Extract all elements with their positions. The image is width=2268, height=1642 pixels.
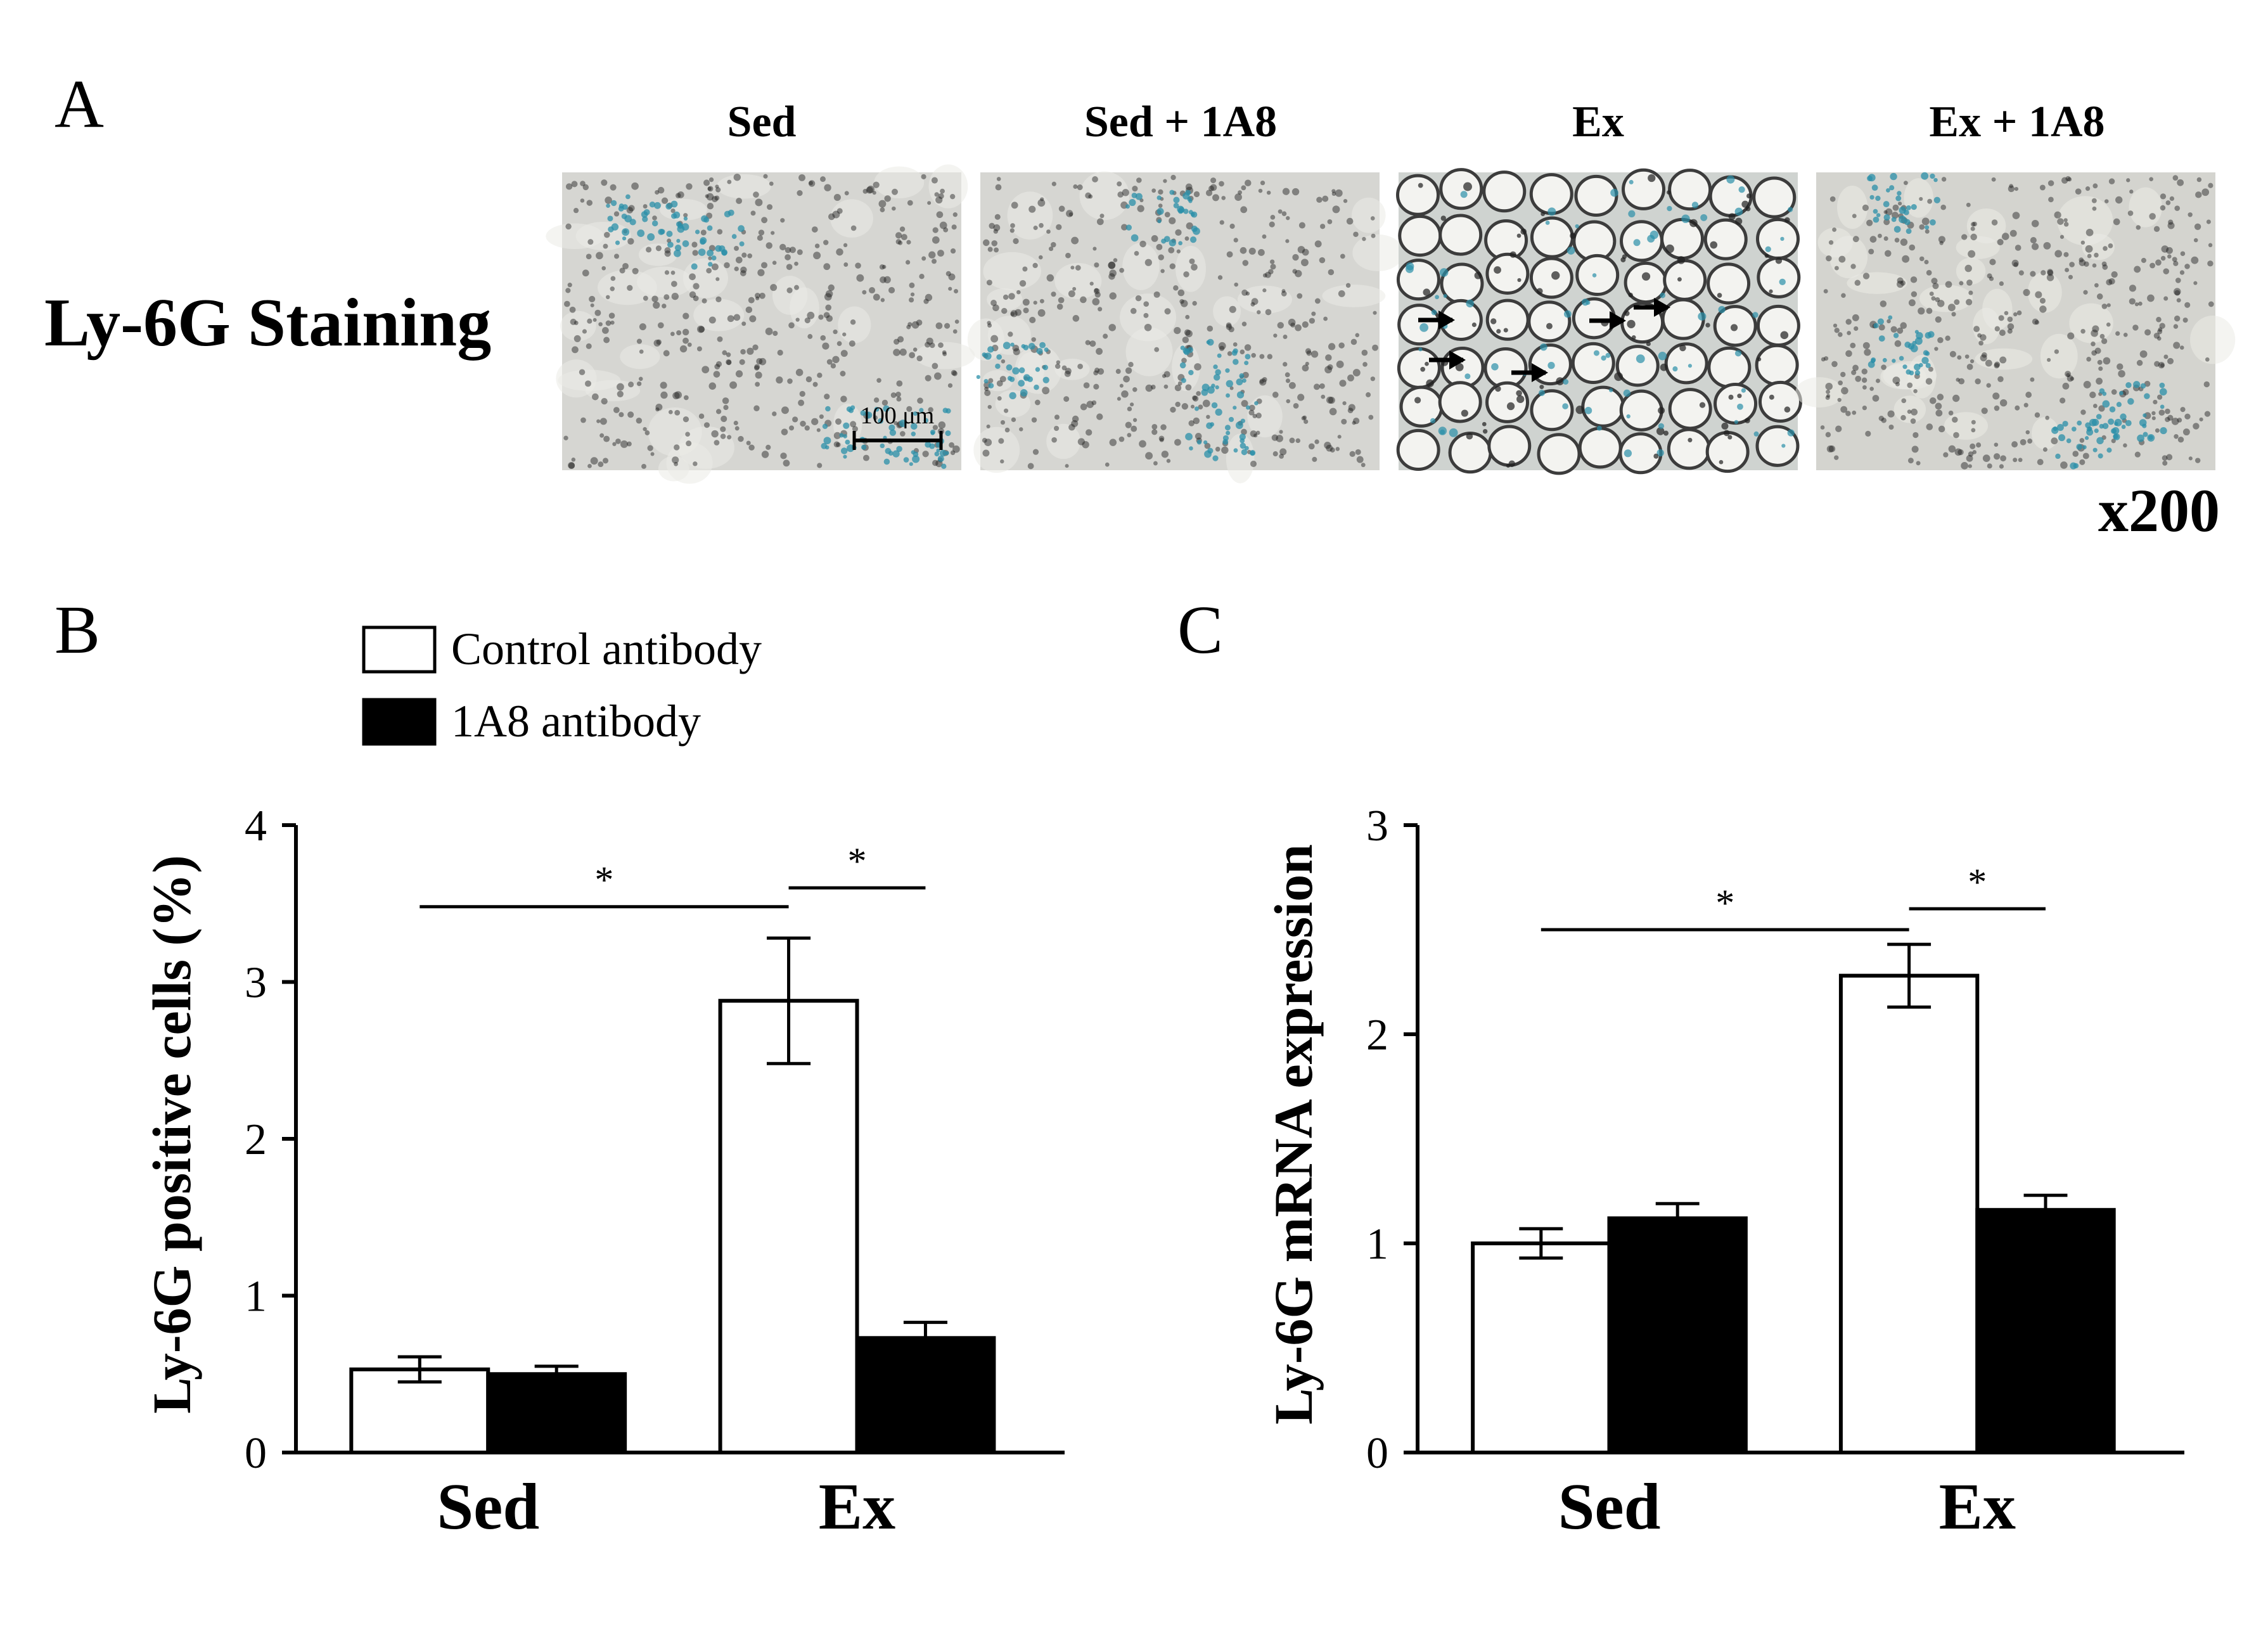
error-bar bbox=[903, 1321, 947, 1338]
chart-b-ticks: 0 1 2 3 4 bbox=[245, 802, 296, 1478]
arrow-marker bbox=[1634, 298, 1670, 317]
y-tick-label: 3 bbox=[245, 959, 267, 1008]
column-label-ex-1a8: Ex + 1A8 bbox=[1929, 98, 2105, 146]
column-label-sed: Sed bbox=[727, 98, 797, 146]
micrograph-sed-1a8 bbox=[967, 171, 1404, 484]
significance-marker-2: * bbox=[788, 840, 926, 890]
bar-sed-1a8 bbox=[1607, 1216, 1748, 1455]
legend-swatch-control bbox=[362, 625, 437, 674]
chart-b-significance: * * bbox=[420, 840, 926, 909]
micrograph-sed-1a8-texture bbox=[967, 171, 1404, 484]
chart-b-category-labels: Sed Ex bbox=[437, 1470, 895, 1543]
arrow-marker bbox=[1429, 350, 1466, 369]
significance-star: * bbox=[594, 859, 613, 901]
significance-marker-1: * bbox=[420, 859, 789, 909]
scale-bar-label: 100 μm bbox=[861, 402, 934, 429]
chart-c-error-bars bbox=[1519, 942, 2068, 1260]
error-bar bbox=[397, 1355, 442, 1384]
bar-ex-1a8 bbox=[855, 1336, 996, 1454]
category-label-ex: Ex bbox=[1939, 1470, 2016, 1543]
column-label-ex: Ex bbox=[1572, 98, 1624, 146]
significance-marker-1: * bbox=[1541, 882, 1909, 932]
arrow-marker bbox=[1589, 311, 1626, 330]
y-tick-label: 2 bbox=[1366, 1011, 1388, 1060]
chart-b-bars bbox=[349, 999, 996, 1454]
bar-ex-control bbox=[1838, 973, 1980, 1454]
chart-c-significance: * * bbox=[1541, 861, 2046, 932]
y-tick-label: 2 bbox=[245, 1115, 267, 1164]
chart-c-axes bbox=[1416, 825, 2184, 1454]
y-tick-label: 1 bbox=[1366, 1220, 1388, 1269]
category-label-sed: Sed bbox=[437, 1470, 539, 1543]
legend-label-control: Control antibody bbox=[451, 624, 762, 674]
micrograph-ex-1a8 bbox=[1795, 172, 2236, 470]
bar-ex-control bbox=[718, 999, 859, 1454]
y-tick-label: 0 bbox=[245, 1429, 267, 1478]
error-bar bbox=[1655, 1202, 1700, 1219]
micrograph-sed-texture bbox=[546, 164, 975, 484]
panel-b-letter: B bbox=[54, 593, 100, 668]
error-bar bbox=[534, 1364, 579, 1375]
arrow-marker bbox=[1418, 311, 1455, 330]
error-bar bbox=[1887, 942, 1932, 1009]
panel-c-letter: C bbox=[1177, 593, 1223, 668]
category-label-ex: Ex bbox=[819, 1470, 895, 1543]
micrograph-sed: 100 μm bbox=[546, 164, 975, 484]
micrograph-ex-texture bbox=[1396, 168, 1802, 475]
chart-c-bars bbox=[1471, 973, 2116, 1455]
error-bar bbox=[766, 936, 811, 1065]
chart-b-y-axis-label: Ly-6G positive cells (%) bbox=[141, 855, 202, 1413]
category-label-sed: Sed bbox=[1558, 1470, 1661, 1543]
bar-ex-1a8 bbox=[1975, 1208, 2116, 1454]
column-label-sed-1a8: Sed + 1A8 bbox=[1084, 98, 1277, 146]
chart-c-category-labels: Sed Ex bbox=[1558, 1470, 2016, 1543]
significance-star: * bbox=[1968, 861, 1987, 903]
magnification-label: x200 bbox=[2098, 477, 2220, 544]
significance-star: * bbox=[1715, 882, 1734, 924]
legend-item-control: Control antibody bbox=[362, 624, 762, 674]
legend-item-1a8: 1A8 antibody bbox=[362, 696, 701, 747]
legend-label-1a8: 1A8 antibody bbox=[451, 696, 701, 747]
bar-sed-1a8 bbox=[486, 1372, 627, 1454]
error-bar bbox=[1519, 1227, 1563, 1260]
y-tick-label: 1 bbox=[245, 1273, 267, 1321]
arrow-marker bbox=[1511, 363, 1548, 382]
legend: Control antibody 1A8 antibody bbox=[362, 624, 762, 747]
legend-swatch-1a8 bbox=[362, 698, 437, 746]
staining-row-label: Ly-6G Staining bbox=[44, 285, 491, 361]
micrograph-ex-1a8-texture bbox=[1795, 172, 2236, 470]
significance-star: * bbox=[847, 840, 866, 882]
significance-marker-2: * bbox=[1909, 861, 2046, 911]
chart-b-error-bars bbox=[397, 936, 947, 1384]
panel-a: A Ly-6G Staining Sed Sed + 1A8 Ex Ex + 1… bbox=[44, 67, 2236, 544]
y-tick-label: 0 bbox=[1366, 1429, 1388, 1478]
chart-c-y-axis-label: Ly-6G mRNA expression bbox=[1263, 844, 1324, 1425]
y-tick-label: 3 bbox=[1366, 802, 1388, 850]
bar-sed-control bbox=[1471, 1241, 1611, 1454]
micrograph-ex bbox=[1396, 168, 1802, 475]
y-tick-label: 4 bbox=[245, 802, 267, 850]
error-bar bbox=[2023, 1193, 2068, 1210]
panel-a-letter: A bbox=[54, 67, 104, 142]
chart-c-ticks: 0 1 2 3 bbox=[1366, 802, 1418, 1478]
